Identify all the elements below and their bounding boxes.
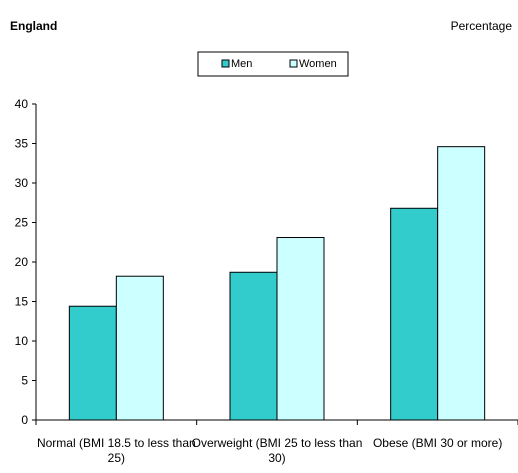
bars [68,146,486,421]
bar-men-2 [390,207,439,421]
y-tick-label: 10 [15,334,29,348]
y-tick-label: 5 [21,374,28,388]
bar-men-0 [68,305,117,421]
legend-swatch-women [289,59,298,68]
y-tick-label: 15 [15,295,29,309]
legend-label-women: Women [299,58,337,70]
chart-title: England [10,19,57,33]
legend-swatch-men [221,59,230,68]
y-unit-label: Percentage [451,19,513,33]
x-category-label: 30) [268,451,285,465]
legend: Men Women [197,51,349,77]
x-category-label: Overweight (BMI 25 to less than [192,436,363,450]
bar-men-1 [229,271,278,421]
y-tick-label: 20 [15,255,29,269]
bar-women-2 [437,146,486,421]
y-tick-label: 30 [15,176,29,190]
y-tick-label: 25 [15,216,29,230]
bar-women-0 [115,275,164,421]
bar-women-1 [276,237,325,421]
x-category-label: 25) [108,451,125,465]
y-tick-label: 40 [15,97,29,111]
x-category-label: Obese (BMI 30 or more) [373,436,502,450]
legend-label-men: Men [231,58,252,70]
y-tick-label: 35 [15,137,29,151]
x-category-label: Normal (BMI 18.5 to less than [37,436,196,450]
y-ticks: 0 5 10 15 20 25 30 35 40 [15,97,36,427]
y-tick-label: 0 [21,413,28,427]
